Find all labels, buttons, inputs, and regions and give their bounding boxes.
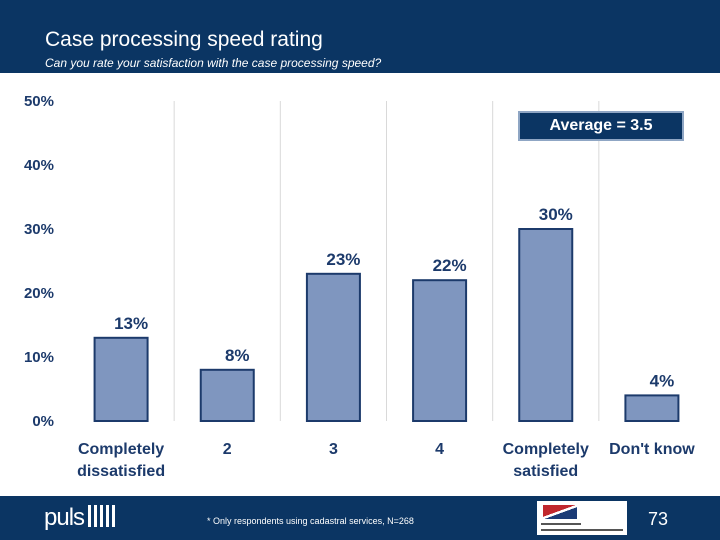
- category-label: satisfied: [513, 463, 578, 480]
- bar: [93, 336, 149, 422]
- partner-logo: [537, 501, 627, 535]
- y-tick-label: 40%: [24, 157, 54, 174]
- data-label: 22%: [433, 256, 467, 275]
- emblem-icon: [543, 505, 577, 519]
- bar: [412, 279, 468, 422]
- data-label: 30%: [539, 205, 573, 224]
- category-label: Completely: [78, 441, 164, 458]
- y-tick-label: 0%: [32, 413, 54, 430]
- category-label: Completely: [503, 441, 589, 458]
- category-label: 4: [435, 441, 444, 458]
- data-label: 8%: [225, 346, 250, 365]
- slide-title: Case processing speed rating: [45, 28, 323, 51]
- footnote: * Only respondents using cadastral servi…: [207, 516, 414, 526]
- bars-icon: [88, 505, 119, 527]
- average-box: Average = 3.5: [518, 111, 684, 141]
- bar: [199, 368, 255, 422]
- header-band: Case processing speed rating Can you rat…: [0, 0, 720, 73]
- bar: [305, 272, 361, 422]
- category-label: 3: [329, 441, 338, 458]
- bar: [624, 394, 680, 422]
- slide-subtitle: Can you rate your satisfaction with the …: [45, 56, 382, 70]
- y-tick-label: 10%: [24, 349, 54, 366]
- page-number: 73: [648, 509, 669, 529]
- puls-logo: puls: [44, 504, 119, 532]
- y-tick-label: 20%: [24, 285, 54, 302]
- data-label: 4%: [650, 371, 675, 390]
- data-label: 13%: [114, 314, 148, 333]
- category-label: 2: [223, 441, 232, 458]
- bar: [518, 228, 574, 422]
- footer-band: puls * Only respondents using cadastral …: [0, 496, 720, 540]
- bar-chart: 0% 10% 20% 30% 40% 50% 13% Completely dissatisfi…: [24, 93, 695, 480]
- data-label: 23%: [326, 250, 360, 269]
- logo-text: puls: [44, 504, 85, 531]
- y-tick-label: 50%: [24, 93, 54, 110]
- category-label: dissatisfied: [77, 463, 165, 480]
- y-tick-label: 30%: [24, 221, 54, 238]
- category-label: Don't know: [609, 441, 695, 458]
